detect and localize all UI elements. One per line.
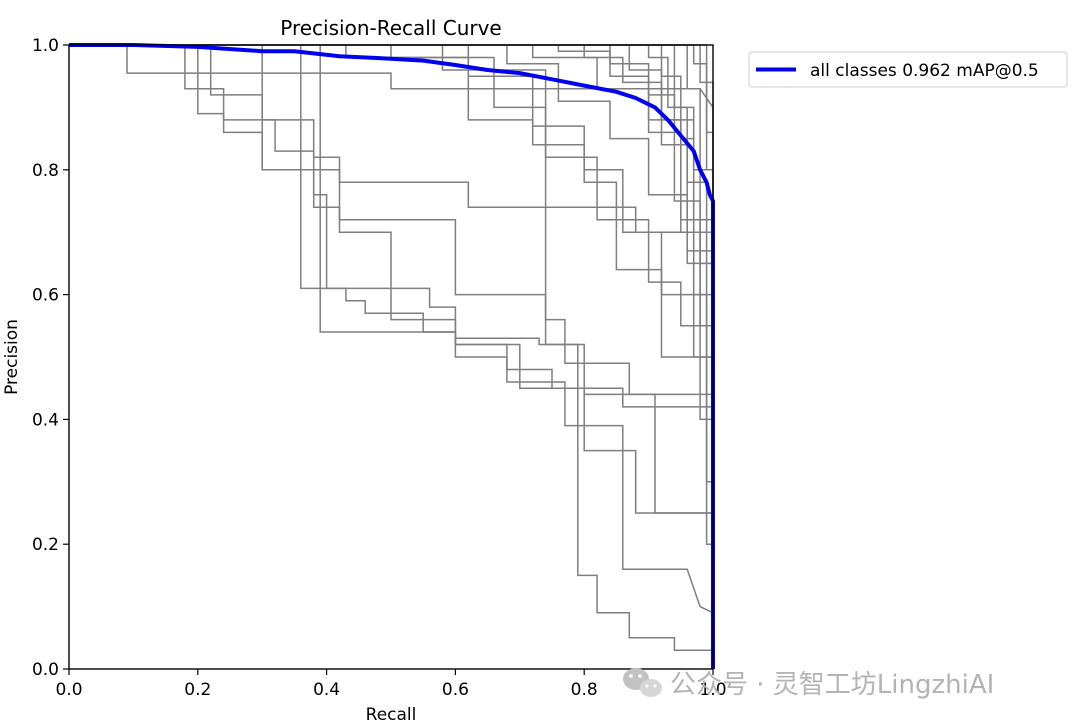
class-curve-10 — [69, 44, 714, 669]
main-curve-group — [69, 43, 715, 669]
class-curve-1 — [69, 44, 714, 669]
y-tick-label: 0.6 — [32, 286, 59, 306]
chart-title: Precision-Recall Curve — [280, 16, 501, 40]
x-axis-label: Recall — [366, 705, 417, 725]
y-tick-label: 0.2 — [32, 535, 59, 555]
series-line-all-classes — [69, 43, 715, 669]
legend: all classes 0.962 mAP@0.5 — [748, 51, 1068, 88]
x-tick-label: 0.4 — [313, 680, 340, 700]
y-tick-label: 1.0 — [32, 36, 59, 56]
watermark-text: 公众号 · 灵智工坊LingzhiAI — [670, 670, 994, 700]
legend-entry-all-classes: all classes 0.962 mAP@0.5 — [810, 61, 1039, 81]
class-curve-11 — [69, 44, 714, 669]
class-curve-7 — [69, 44, 714, 669]
y-tick-label: 0.0 — [32, 660, 59, 680]
x-axis-ticks: 0.0 0.2 0.4 0.6 0.8 1.0 — [55, 669, 727, 700]
x-tick-label: 0.8 — [571, 680, 598, 700]
wechat-icon — [623, 668, 662, 697]
y-axis-ticks: 0.0 0.2 0.4 0.6 0.8 1.0 — [32, 36, 69, 680]
class-curves — [69, 44, 714, 669]
plot-frame — [68, 44, 714, 670]
x-tick-label: 0.2 — [184, 680, 211, 700]
y-axis-label: Precision — [2, 319, 22, 395]
y-tick-label: 0.4 — [32, 410, 59, 430]
class-curve-5 — [69, 44, 714, 669]
x-tick-label: 0.0 — [55, 680, 82, 700]
legend-box — [748, 51, 1068, 88]
watermark: 公众号 · 灵智工坊LingzhiAI — [623, 668, 994, 700]
y-tick-label: 0.8 — [32, 161, 59, 181]
x-tick-label: 0.6 — [442, 680, 469, 700]
class-curve-12 — [69, 44, 714, 669]
class-curve-4 — [69, 44, 714, 669]
x-tick-label: 1.0 — [699, 680, 726, 700]
